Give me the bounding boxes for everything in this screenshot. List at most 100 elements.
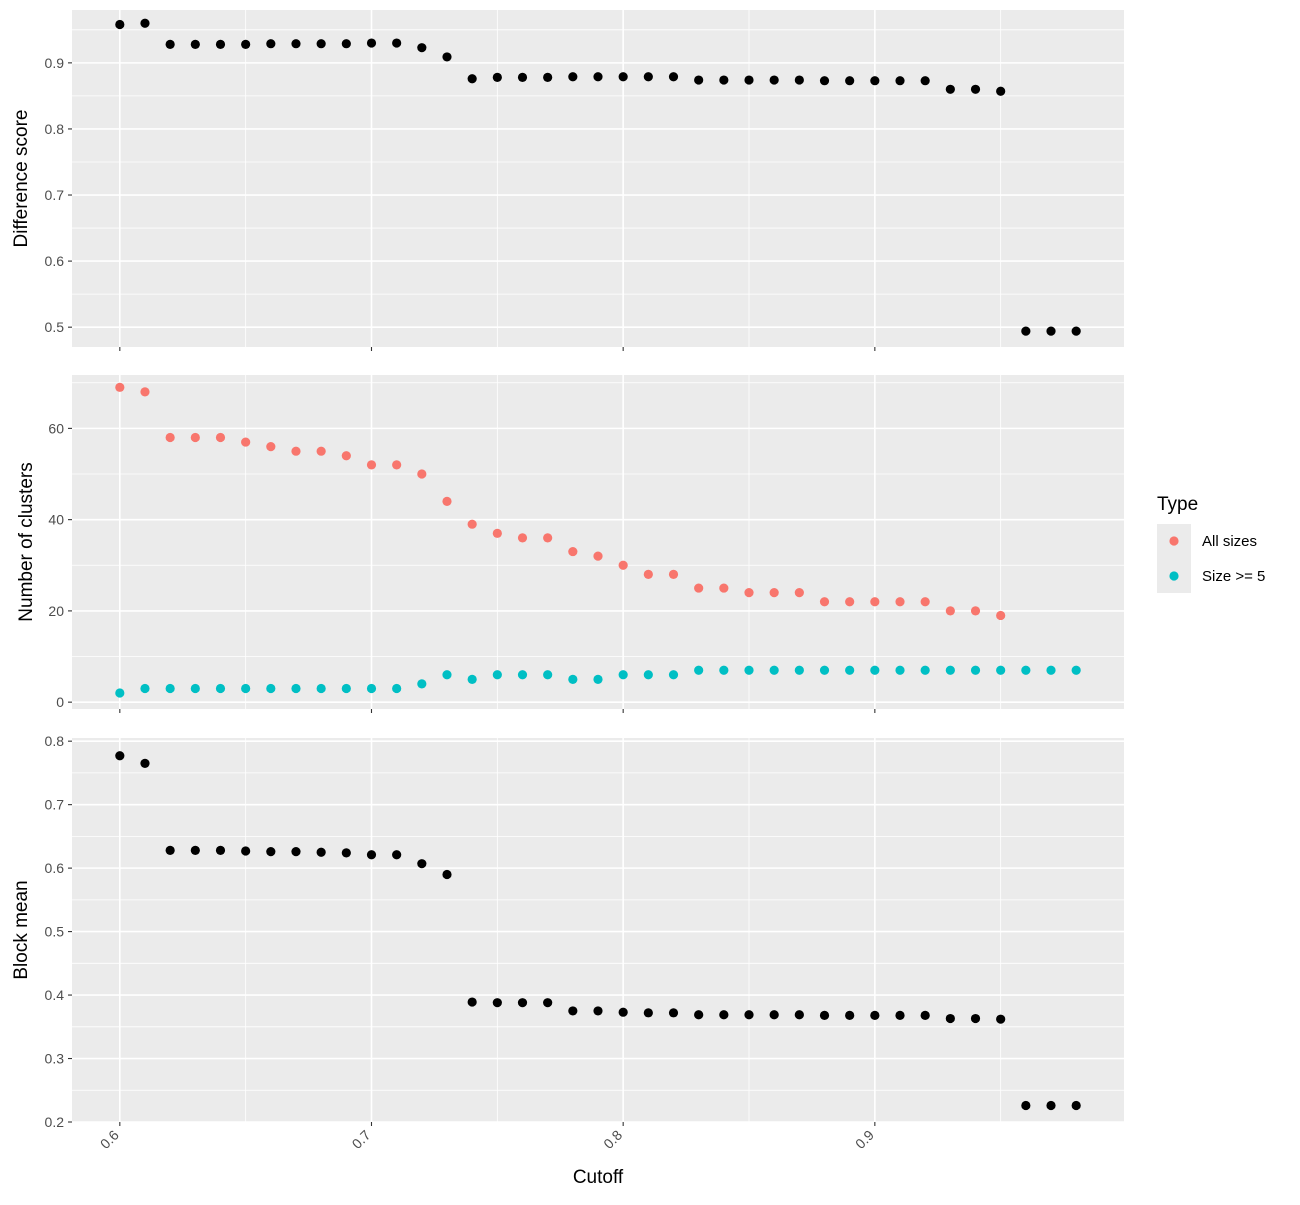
data-point [945, 606, 955, 616]
y-tick-label: 0.6 [45, 860, 65, 876]
data-point [140, 18, 150, 28]
data-point [215, 432, 226, 443]
y-tick-label: 60 [48, 420, 64, 436]
data-point [668, 569, 679, 579]
data-point [870, 597, 880, 607]
data-point [215, 39, 226, 49]
data-point [165, 845, 175, 855]
y-axis-title: Number of clusters [16, 462, 37, 621]
data-point [467, 997, 477, 1007]
data-point [241, 683, 251, 694]
data-point [392, 38, 402, 48]
data-point [190, 845, 200, 855]
data-point [140, 387, 150, 397]
data-point [643, 670, 653, 680]
data-point [719, 583, 729, 593]
data-point [266, 442, 276, 452]
data-point [996, 86, 1006, 96]
data-point [517, 72, 528, 82]
data-point [870, 1010, 880, 1020]
legend: Type All sizes Size >= 5 [1157, 494, 1265, 593]
x-tick-label: 0.9 [852, 1127, 877, 1152]
data-point [417, 859, 427, 869]
data-point [517, 998, 528, 1008]
panel-difference: 0.5 0.6 0.7 0.8 0.9 Difference score [11, 10, 1124, 351]
data-point [316, 847, 326, 857]
data-point [1021, 326, 1031, 336]
data-point [492, 72, 502, 82]
data-point [819, 597, 830, 607]
data-point [920, 1010, 930, 1020]
data-point [291, 847, 301, 857]
data-point [341, 848, 351, 858]
data-point [618, 670, 628, 680]
data-point [442, 52, 452, 62]
data-point [945, 665, 955, 675]
data-point [442, 869, 452, 880]
x-tick-label: 0.8 [600, 1127, 625, 1152]
data-point [115, 751, 125, 761]
data-point [769, 665, 779, 675]
data-point [543, 670, 553, 680]
data-point [618, 72, 628, 82]
data-point [920, 597, 930, 607]
data-point [668, 72, 679, 82]
data-point [719, 665, 729, 675]
data-point [794, 1010, 804, 1020]
data-point [744, 75, 754, 85]
data-point [266, 683, 276, 694]
data-point [769, 1010, 779, 1020]
panel-background [72, 738, 1124, 1122]
x-tick-label: 0.6 [97, 1127, 122, 1152]
data-point [467, 519, 477, 529]
data-point [341, 39, 351, 49]
data-point [694, 75, 704, 85]
data-point [341, 683, 351, 694]
y-tick-label: 0.7 [45, 797, 65, 813]
data-point [593, 551, 603, 561]
data-point [417, 679, 427, 689]
data-point [115, 688, 125, 698]
data-point [1046, 1100, 1056, 1111]
panels-layer: 0.5 0.6 0.7 0.8 0.9 Difference score 0 20 40 60 Nu… [11, 10, 1124, 1152]
data-point [266, 847, 276, 857]
data-point [568, 674, 578, 684]
data-point [970, 606, 981, 616]
data-point [845, 597, 855, 607]
data-point [366, 460, 377, 470]
legend-label: All sizes [1202, 533, 1257, 550]
data-point [316, 446, 326, 456]
data-point [895, 597, 905, 607]
data-point [819, 76, 830, 86]
y-axis-title: Block mean [11, 880, 32, 979]
data-point [190, 39, 200, 49]
y-tick-label: 0.5 [45, 319, 65, 335]
data-point [316, 39, 326, 49]
y-tick-label: 0.2 [45, 1114, 65, 1130]
data-point [215, 845, 226, 855]
y-tick-label: 0.3 [45, 1051, 65, 1067]
data-point [316, 683, 326, 694]
data-point [1071, 665, 1081, 675]
data-point [945, 84, 955, 94]
y-tick-label: 0.8 [45, 121, 65, 137]
data-point [417, 469, 427, 479]
data-point [1046, 326, 1056, 336]
y-tick-label: 0.6 [45, 253, 65, 269]
data-point [1046, 665, 1056, 675]
data-point [668, 1008, 679, 1018]
data-point [744, 588, 754, 598]
data-point [140, 758, 150, 768]
data-point [1021, 665, 1031, 675]
x-tick-label: 0.7 [349, 1127, 374, 1152]
data-point [593, 1006, 603, 1016]
data-point [920, 665, 930, 675]
data-point [895, 1010, 905, 1020]
legend-key-background [1157, 524, 1191, 593]
data-point [568, 72, 578, 82]
data-point [115, 382, 125, 392]
data-point [442, 670, 452, 680]
data-point [618, 1007, 628, 1017]
